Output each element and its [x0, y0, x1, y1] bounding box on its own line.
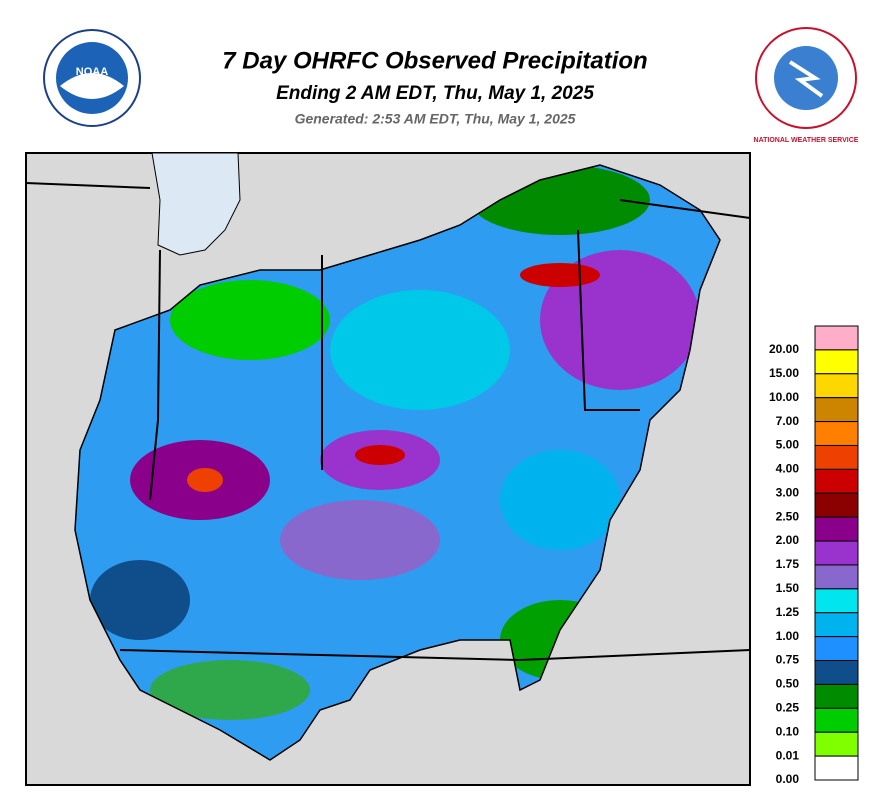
legend-label: 1.25	[776, 605, 800, 619]
legend-label: 0.10	[776, 724, 800, 738]
legend-label: 0.50	[776, 677, 800, 691]
title: 7 Day OHRFC Observed Precipitation	[222, 47, 647, 74]
legend-swatch	[814, 492, 859, 518]
legend-label: 2.00	[776, 533, 800, 547]
legend-label: 0.25	[776, 700, 800, 714]
noaa-text: NOAA	[76, 66, 108, 78]
legend-label: 10.00	[769, 390, 799, 404]
legend-swatch	[814, 373, 859, 399]
subtitle: Ending 2 AM EDT, Thu, May 1, 2025	[276, 83, 594, 104]
legend-swatch	[814, 588, 859, 614]
legend-swatch	[814, 636, 859, 662]
legend-label: 2.50	[776, 509, 800, 523]
legend-label: 20.00	[769, 342, 799, 356]
legend-label: 7.00	[776, 414, 800, 428]
legend-swatch	[814, 540, 859, 566]
legend-label: 0.75	[776, 653, 800, 667]
legend-label: 4.00	[776, 462, 800, 476]
legend-label: 15.00	[769, 366, 799, 380]
nws-logo: NATIONAL WEATHER SERVICE	[754, 27, 859, 144]
legend-swatch	[814, 660, 859, 685]
legend-swatch	[814, 349, 859, 375]
legend-swatch	[814, 397, 859, 423]
map	[25, 152, 751, 786]
generated: Generated: 2:53 AM EDT, Thu, May 1, 2025	[295, 111, 576, 127]
legend-swatch	[814, 755, 859, 781]
legend-label: 1.00	[776, 629, 800, 643]
legend-label: 0.01	[776, 748, 800, 762]
legend-swatch	[814, 468, 859, 494]
legend-label: 0.00	[776, 772, 800, 786]
legend-swatch	[814, 683, 859, 709]
legend-swatch	[814, 421, 859, 446]
legend-label: 5.00	[776, 438, 800, 452]
legend: 20.00 15.00 10.00 7.00 5.00 4.00 3.00 2.50 2.00 1…	[769, 325, 859, 786]
legend-label: 1.50	[776, 581, 800, 595]
legend-swatch	[814, 325, 859, 351]
legend-swatch	[814, 731, 859, 757]
legend-swatch	[814, 564, 859, 590]
legend-swatch	[814, 516, 859, 542]
noaa-logo: NOAA	[43, 29, 141, 127]
nws-text: NATIONAL WEATHER SERVICE	[754, 137, 859, 144]
legend-swatch	[814, 612, 859, 638]
legend-label: 1.75	[776, 557, 800, 571]
legend-label: 3.00	[776, 485, 800, 499]
legend-swatch	[814, 707, 859, 733]
legend-swatch	[814, 444, 859, 470]
